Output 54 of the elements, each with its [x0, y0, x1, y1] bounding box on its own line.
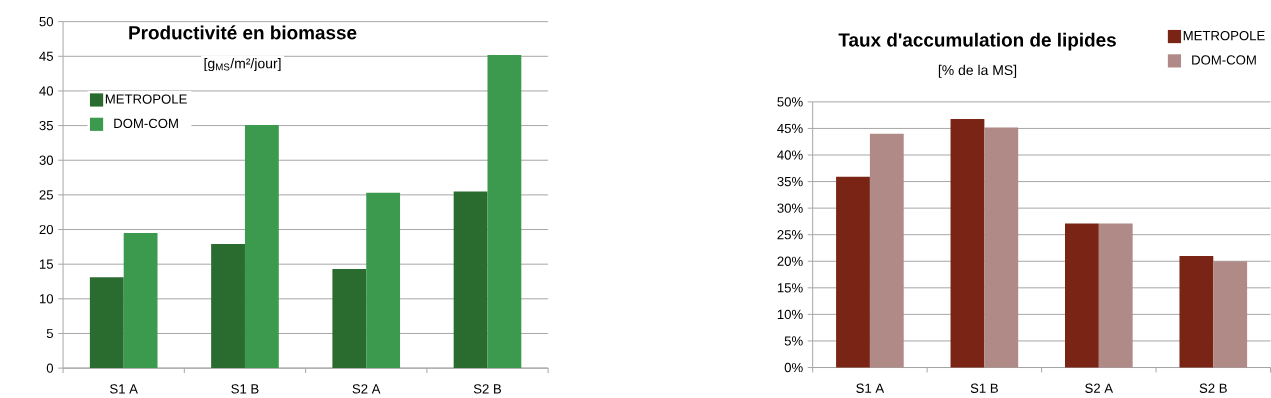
- y-tick-label: 35: [39, 120, 53, 131]
- y-tick-label: 50%: [777, 97, 803, 107]
- bar: [366, 192, 401, 369]
- y-tick-label: 20: [39, 224, 54, 235]
- y-tick-label: 40%: [777, 150, 803, 160]
- y-tick-label: 50: [39, 17, 54, 27]
- x-tick-label: S1 B: [970, 383, 998, 393]
- bar: [1213, 261, 1248, 368]
- chart-title: Productivité en biomasse: [129, 25, 357, 40]
- bar: [836, 176, 870, 368]
- y-tick-label: 5: [46, 328, 54, 339]
- bar: [984, 127, 1019, 368]
- y-tick-label: 45%: [777, 123, 803, 134]
- x-tick-label: S2 A: [1085, 383, 1114, 393]
- bar: [1179, 256, 1214, 368]
- bar: [211, 244, 245, 369]
- y-tick-label: 25: [39, 190, 53, 200]
- legend-label: METROPOLE: [105, 94, 187, 104]
- x-tick-label: S1 A: [856, 383, 885, 393]
- y-tick-label: 0: [46, 363, 54, 373]
- text: [g$_{MS}$/m²/jour]: [204, 58, 281, 72]
- y-tick-label: 40: [39, 86, 54, 96]
- legend-label: DOM-COM: [1192, 55, 1256, 65]
- bar: [332, 269, 367, 369]
- y-tick-label: 15: [39, 259, 53, 269]
- bar: [950, 118, 985, 368]
- chart-title: Taux d'accumulation de lipides: [838, 32, 1116, 51]
- y-tick-label: 5%: [784, 336, 803, 346]
- x-tick-label: S2 A: [352, 384, 381, 394]
- y-tick-label: 10%: [777, 309, 803, 320]
- y-tick-label: 10: [39, 294, 54, 304]
- y-tick-label: 0%: [784, 362, 803, 373]
- y-tick-label: 25%: [777, 230, 803, 240]
- x-tick-label: S1 B: [231, 384, 259, 394]
- x-tick-label: S2 B: [473, 384, 502, 394]
- chart-subtitle: [% de la MS]: [938, 64, 1017, 78]
- y-tick-label: 30%: [777, 203, 803, 213]
- legend-label: METROPOLE: [1183, 31, 1265, 41]
- y-tick-label: 15%: [777, 283, 803, 293]
- y-tick-label: 35%: [777, 176, 803, 187]
- bar: [453, 191, 488, 369]
- bar: [123, 233, 158, 369]
- bar: [869, 133, 904, 368]
- bar: [1065, 223, 1099, 368]
- x-tick-label: S1 A: [110, 384, 138, 394]
- y-tick-label: 45: [39, 51, 53, 61]
- x-tick-label: S2 B: [1199, 383, 1227, 393]
- bar: [1098, 223, 1133, 368]
- bar: [244, 124, 279, 369]
- y-tick-label: 30: [39, 155, 54, 165]
- legend-label: DOM-COM: [114, 118, 178, 129]
- y-tick-label: 20%: [777, 256, 803, 266]
- bar: [487, 54, 522, 369]
- bar: [89, 277, 124, 369]
